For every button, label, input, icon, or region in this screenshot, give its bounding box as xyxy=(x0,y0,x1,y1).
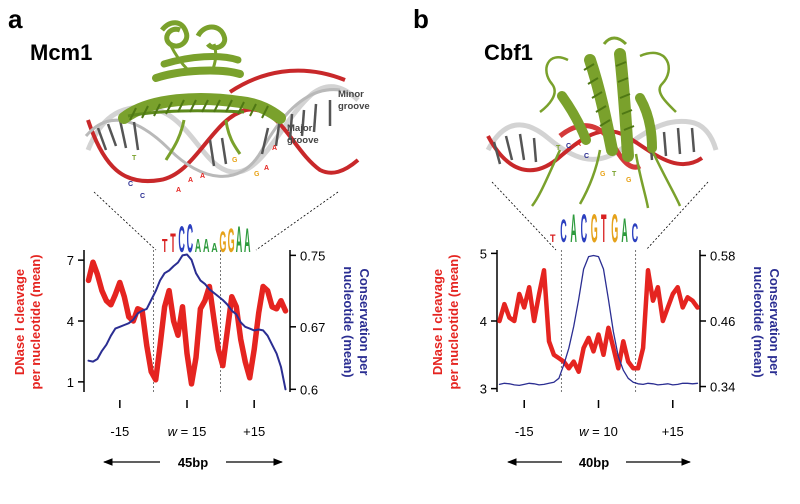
protein-helix-icon xyxy=(531,36,682,209)
mcm1-cleavage-conservation-chart: DNase I cleavage per nucleotide (mean) C… xyxy=(12,248,372,439)
left-axis-title-line: DNase I cleavage xyxy=(430,269,445,375)
x-tick-label: w = 10 xyxy=(579,424,618,439)
right-y-tick-label: 0.75 xyxy=(300,248,325,263)
right-y-tick-label: 0.67 xyxy=(300,320,325,335)
sequence-logo-letter: G xyxy=(611,208,618,252)
panel-a: a Mcm1 xyxy=(8,4,372,470)
left-y-tick-label: 7 xyxy=(67,253,74,268)
mcm1-structure: T C C A A A G G A A Minor groove Major g… xyxy=(84,20,370,251)
right-y-tick-label: 0.58 xyxy=(710,248,735,263)
x-tick-label: -15 xyxy=(515,424,534,439)
panel-b: b Cbf1 xyxy=(413,4,782,470)
sequence-logo-letter: A xyxy=(203,237,210,257)
dna-base-labels: T C A C G T G xyxy=(556,141,632,184)
left-axis-title-line: per nucleotide (mean) xyxy=(28,254,43,389)
right-axis-title-line: Conservation per xyxy=(357,269,372,376)
dna-base-labels: T C C A A A G G A A xyxy=(128,145,277,200)
sequence-logo-letter: A xyxy=(570,208,577,252)
sequence-logo-letter: C xyxy=(632,219,638,248)
dna-base: T xyxy=(556,145,561,152)
dna-base: A xyxy=(576,141,581,148)
minor-groove-label: Minor xyxy=(338,89,364,100)
x-tick-label: w = 15 xyxy=(168,424,207,439)
sequence-logo-letter: A xyxy=(211,241,218,255)
sequence-logo-letter: G xyxy=(228,222,235,260)
sequence-logo-letter: T xyxy=(170,229,175,258)
left-y-tick-label: 4 xyxy=(67,314,74,329)
dna-base: A xyxy=(272,145,277,152)
dnase-cleavage-series-line xyxy=(85,259,289,387)
dnase-cleavage-series-line xyxy=(497,268,700,374)
dna-base: C xyxy=(566,143,571,150)
panel-title: Mcm1 xyxy=(30,40,92,65)
sequence-logo-letter: C xyxy=(581,208,588,252)
x-tick-label: +15 xyxy=(662,424,684,439)
left-axis-title-line: DNase I cleavage xyxy=(12,269,27,375)
panel-title: Cbf1 xyxy=(484,40,533,65)
left-y-tick-label: 5 xyxy=(480,246,487,261)
right-axis-title: Conservation per nucleotide (mean) xyxy=(751,266,782,377)
dna-base: A xyxy=(188,177,193,184)
window-span-indicator: 45bp xyxy=(103,455,283,470)
sequence-logo-letter: C xyxy=(560,213,567,248)
right-y-tick-label: 0.6 xyxy=(300,382,318,397)
sequence-logo-letter: T xyxy=(550,233,555,245)
left-y-tick-label: 3 xyxy=(480,382,487,397)
window-span-label: 40bp xyxy=(579,455,609,470)
sequence-logo-letter: G xyxy=(219,225,226,259)
dna-base: C xyxy=(128,181,133,188)
right-y-tick-label: 0.46 xyxy=(710,314,735,329)
sequence-logo-letter: A xyxy=(621,212,627,250)
sequence-logo-letter: T xyxy=(162,237,168,257)
sequence-logo-letter: G xyxy=(591,208,598,252)
dna-base: A xyxy=(200,173,205,180)
x-tick-label: -15 xyxy=(110,424,129,439)
conservation-series-line xyxy=(498,254,699,387)
dna-base: C xyxy=(140,193,145,200)
sequence-logo-letter: C xyxy=(187,218,194,262)
dna-base: G xyxy=(254,171,260,178)
left-axis-title: DNase I cleavage per nucleotide (mean) xyxy=(12,254,43,389)
left-y-tick-label: 1 xyxy=(67,375,74,390)
panel-letter: a xyxy=(8,4,23,34)
panel-letter: b xyxy=(413,4,429,34)
x-tick-label: +15 xyxy=(243,424,265,439)
cbf1-structure: T C A C G T G xyxy=(485,36,719,251)
dna-base: A xyxy=(264,165,269,172)
cbf1-cleavage-conservation-chart: DNase I cleavage per nucleotide (mean) C… xyxy=(430,246,782,439)
dna-base: T xyxy=(612,171,617,178)
left-y-tick-label: 4 xyxy=(480,314,487,329)
dna-helix xyxy=(84,68,360,184)
dna-base: G xyxy=(626,177,632,184)
right-axis-title-line: nucleotide (mean) xyxy=(341,266,356,377)
right-axis-title: Conservation per nucleotide (mean) xyxy=(341,266,372,377)
left-axis-title-line: per nucleotide (mean) xyxy=(446,254,461,389)
sequence-logo-letter: C xyxy=(178,218,184,261)
conservation-series-line xyxy=(87,253,287,391)
major-groove-label: groove xyxy=(287,135,319,146)
sequence-logo-letter: A xyxy=(236,218,242,261)
dna-base: A xyxy=(176,187,181,194)
window-span-label: 45bp xyxy=(178,455,208,470)
protein-helix-icon xyxy=(118,20,286,161)
sequence-logo-letter: A xyxy=(244,222,250,260)
right-axis-title-line: nucleotide (mean) xyxy=(751,266,766,377)
dna-base: T xyxy=(132,155,137,162)
dna-base: G xyxy=(232,157,238,164)
right-axis-title-line: Conservation per xyxy=(767,269,782,376)
left-axis-title: DNase I cleavage per nucleotide (mean) xyxy=(430,254,461,389)
window-span-indicator: 40bp xyxy=(507,455,691,470)
dna-base: C xyxy=(584,153,589,160)
sequence-logo-letter: A xyxy=(195,237,202,257)
minor-groove-label: groove xyxy=(338,101,370,112)
dna-base: G xyxy=(600,171,606,178)
major-groove-label: Major xyxy=(287,123,313,134)
right-y-tick-label: 0.34 xyxy=(710,380,735,395)
sequence-logo-letter: T xyxy=(601,208,607,252)
